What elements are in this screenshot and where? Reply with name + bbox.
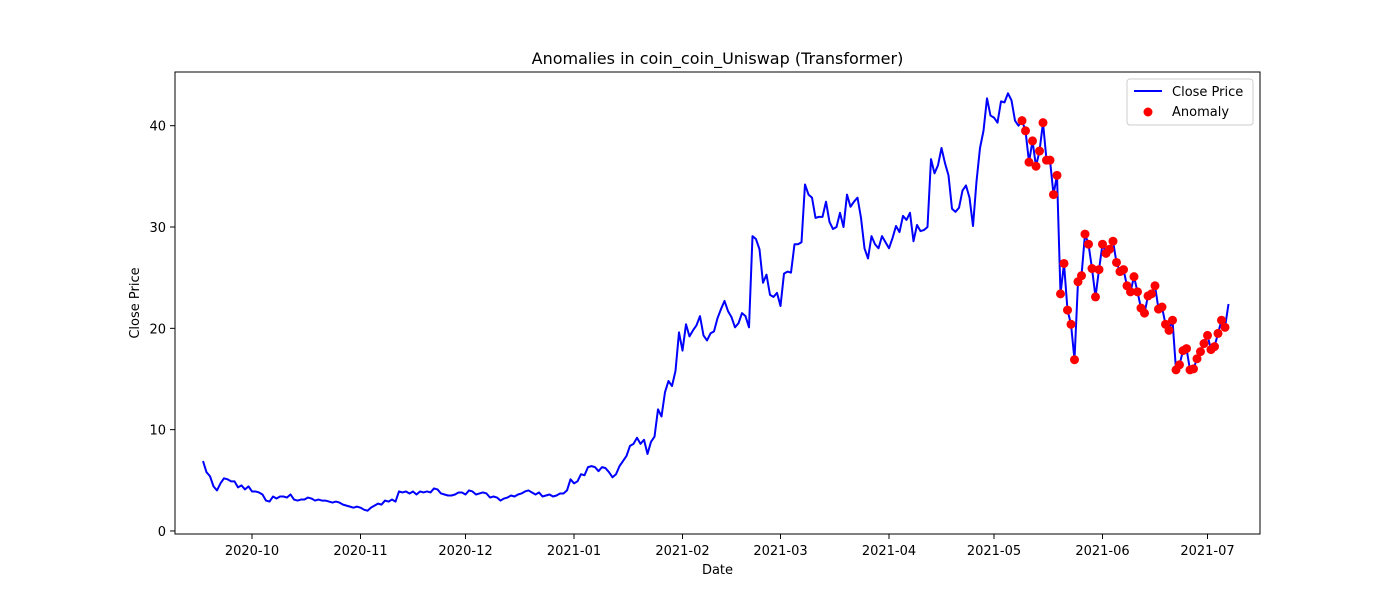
anomaly-point <box>1087 264 1097 274</box>
x-tick-label: 2021-04 <box>862 544 916 559</box>
anomaly-point <box>1182 344 1191 354</box>
chart-title: Anomalies in coin_coin_Uniswap (Transfor… <box>532 49 904 69</box>
anomaly-point <box>1150 281 1160 291</box>
y-tick-label: 20 <box>149 322 166 337</box>
anomaly-point <box>1192 354 1202 364</box>
anomaly-point <box>1119 265 1128 275</box>
anomaly-point <box>1045 155 1055 165</box>
x-tick-label: 2020-11 <box>333 544 387 559</box>
anomaly-point <box>1038 118 1048 128</box>
anomaly-point <box>1126 287 1135 297</box>
y-axis: 0 10 20 30 40 <box>149 120 175 540</box>
anomaly-points <box>1017 116 1230 375</box>
plot-frame <box>174 71 1261 535</box>
anomaly-point <box>1098 239 1107 249</box>
y-tick-label: 30 <box>149 221 166 236</box>
anomaly-point <box>1077 271 1086 281</box>
anomaly-point <box>1133 287 1142 297</box>
anomaly-point <box>1140 308 1149 318</box>
y-tick-label: 40 <box>149 120 166 135</box>
x-tick-label: 2021-06 <box>1075 544 1129 559</box>
anomaly-point <box>1112 257 1121 267</box>
anomaly-point <box>1017 116 1027 126</box>
y-tick-label: 0 <box>158 525 166 540</box>
anomaly-point <box>1035 146 1044 156</box>
anomaly-point <box>1210 342 1219 352</box>
legend-label-anomaly: Anomaly <box>1172 105 1229 120</box>
anomaly-point <box>1063 305 1072 315</box>
anomaly-point <box>1070 355 1079 365</box>
anomaly-point <box>1157 302 1167 312</box>
anomaly-point <box>1217 315 1226 325</box>
anomaly-point <box>1021 126 1030 136</box>
anomaly-point <box>1199 339 1209 349</box>
anomaly-point <box>1052 170 1062 180</box>
anomaly-point <box>1189 364 1198 374</box>
anomaly-point <box>1129 272 1139 282</box>
x-axis: 2020-10 2020-11 2020-12 2021-01 2021-02 2021-… <box>225 534 1235 559</box>
x-tick-label: 2021-02 <box>655 544 709 559</box>
anomaly-point <box>1105 244 1114 254</box>
x-tick-label: 2021-05 <box>967 544 1021 559</box>
legend-marker-swatch <box>1143 107 1153 117</box>
anomaly-point <box>1203 330 1212 340</box>
anomaly-point <box>1220 322 1230 332</box>
anomaly-point <box>1028 136 1037 146</box>
x-tick-label: 2021-07 <box>1180 544 1234 559</box>
x-tick-label: 2021-01 <box>547 544 601 559</box>
y-tick-label: 10 <box>149 424 166 439</box>
legend-label-close-price: Close Price <box>1172 85 1243 100</box>
anomaly-point <box>1164 325 1174 335</box>
anomaly-point <box>1196 347 1205 357</box>
x-tick-label: 2020-12 <box>438 544 492 559</box>
anomaly-point <box>1056 289 1065 299</box>
anomaly-point <box>1168 315 1177 325</box>
anomaly-point <box>1108 236 1118 246</box>
x-tick-label: 2020-10 <box>225 544 279 559</box>
anomaly-point <box>1049 190 1058 200</box>
plot-area <box>175 72 1260 534</box>
anomaly-point <box>1175 360 1184 370</box>
anomaly-point <box>1024 157 1034 167</box>
anomaly-point <box>1213 328 1223 338</box>
anomaly-point <box>1147 289 1156 299</box>
anomaly-point <box>1094 265 1104 275</box>
anomaly-point <box>1031 161 1041 171</box>
x-axis-label: Date <box>702 563 733 578</box>
x-tick-label: 2021-03 <box>753 544 807 559</box>
anomaly-point <box>1059 258 1069 268</box>
legend: Close Price Anomaly <box>1126 78 1254 126</box>
anomaly-point <box>1084 239 1093 249</box>
anomaly-point <box>1080 229 1090 239</box>
anomaly-point <box>1091 292 1100 302</box>
y-axis-label: Close Price <box>128 267 143 338</box>
anomaly-point <box>1066 319 1076 329</box>
